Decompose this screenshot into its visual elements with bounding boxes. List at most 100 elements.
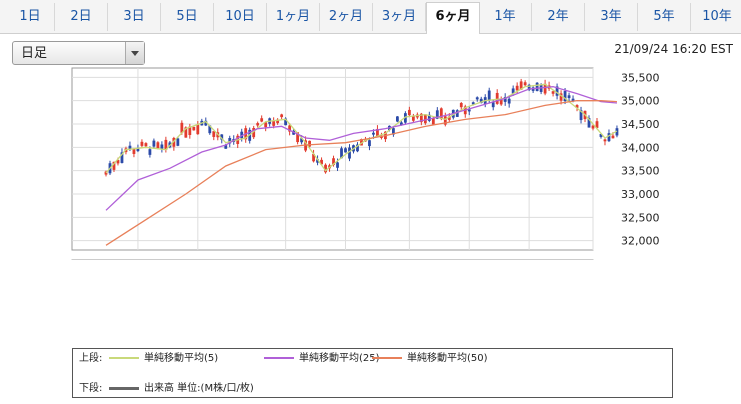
candle-body-23 [196,124,200,135]
interval-select-value: 日足 [21,46,48,61]
candle-body-46 [288,125,292,132]
candle-body-31 [228,138,232,144]
candle-body-29 [220,134,224,140]
price-tick-label-0: 35,500 [621,71,660,84]
candle-body-45 [284,118,288,126]
candle-body-44 [280,114,284,118]
candle-body-110 [543,83,547,94]
candle-body-126 [607,133,611,142]
candle-body-88 [455,110,459,117]
candle-body-8 [136,148,140,152]
tab-10[interactable]: 2年 [532,3,585,31]
tab-6[interactable]: 2ヶ月 [320,3,373,31]
candle-body-80 [423,114,427,124]
legend-lower-label: 下段: [79,383,103,394]
candle-body-113 [555,86,559,96]
candle-body-12 [152,140,156,147]
candle-body-91 [467,109,471,112]
tab-1[interactable]: 2日 [55,3,108,31]
candle-body-114 [559,93,563,101]
candle-body-20 [184,127,188,138]
price-tick-label-6: 32,500 [621,211,660,224]
candle-body-21 [188,126,192,136]
candle-body-99 [499,99,503,105]
candle-body-77 [411,116,415,121]
candle-body-51 [308,140,311,147]
price-tick-label-7: 32,000 [621,235,660,248]
candle-body-125 [603,139,607,142]
candle-body-18 [176,138,180,146]
legend-item-sma5: 単純移動平均(5) [109,352,218,366]
tab-12[interactable]: 5年 [638,3,691,31]
tab-11[interactable]: 3年 [585,3,638,31]
candle-body-48 [296,132,300,143]
candle-body-17 [172,137,176,147]
ma-line-0 [105,83,618,174]
candle-body-73 [396,116,399,122]
candle-body-124 [599,133,603,137]
candle-body-4 [120,152,124,163]
legend-upper-row: 上段: 単純移動平均(5) 単純移動平均(25) 単純移動平均(50) [79,352,669,366]
candle-body-127 [611,135,615,139]
candle-body-116 [567,95,571,99]
candle-body-9 [140,141,144,146]
candle-body-43 [276,119,280,124]
candle-body-122 [591,125,595,129]
tab-8[interactable]: 6ヶ月 [426,2,480,34]
chart-legend: 上段: 単純移動平均(5) 単純移動平均(25) 単純移動平均(50) 下段: … [72,348,673,398]
tab-2[interactable]: 3日 [108,3,161,31]
tab-4[interactable]: 10日 [214,3,267,31]
candle-body-2 [112,161,116,170]
candle-body-128 [615,128,619,136]
candle-body-61 [348,147,351,159]
candle-body-115 [563,91,567,102]
legend-text-volume: 出来高 単位:(M株/口/枚) [144,383,254,394]
legend-line-volume [109,386,139,390]
price-tick-label-4: 33,500 [621,165,660,178]
candle-body-104 [519,81,523,90]
candle-body-89 [459,102,463,108]
candle-body-55 [324,164,327,173]
tab-3[interactable]: 5日 [161,3,214,31]
candle-body-93 [475,97,479,100]
candle-body-100 [503,97,507,102]
legend-lower-row: 下段: 出来高 単位:(M株/口/枚) [79,382,669,396]
candle-body-58 [336,162,339,168]
candle-body-13 [156,142,160,149]
candle-body-49 [300,138,303,143]
candle-body-6 [128,145,132,150]
candle-body-117 [571,98,575,102]
candle-body-63 [356,144,359,152]
tab-13[interactable]: 10年 [691,3,741,31]
candle-body-121 [587,118,591,128]
tab-0[interactable]: 1日 [6,3,55,31]
candle-body-79 [419,113,423,123]
chevron-down-icon[interactable] [125,42,144,64]
tab-5[interactable]: 1ヶ月 [267,3,320,31]
candle-body-10 [144,143,148,147]
candle-body-85 [443,116,447,125]
candle-body-11 [148,149,152,155]
candle-body-105 [523,82,527,86]
candle-body-83 [435,110,439,119]
legend-item-sma25: 単純移動平均(25) [264,352,380,366]
tab-7[interactable]: 3ヶ月 [373,3,426,31]
legend-line-sma5 [109,357,139,359]
price-chart: 35,500 35,000 34,500 34,000 33,500 33,000 32,5… [71,67,660,260]
candle-body-19 [180,122,184,133]
legend-text-sma25: 単純移動平均(25) [299,353,380,364]
price-tick-label-3: 34,000 [621,141,660,154]
candle-body-75 [403,113,407,123]
candle-body-74 [399,122,403,126]
candle-body-101 [507,98,511,104]
candle-body-67 [372,132,375,135]
legend-line-sma25 [264,357,294,359]
interval-select[interactable]: 日足 [12,41,145,65]
candle-body-102 [511,88,515,94]
tab-9[interactable]: 1年 [479,3,532,31]
legend-upper-label: 上段: [79,353,103,364]
candle-body-119 [579,110,583,121]
candle-body-7 [132,149,136,154]
candle-body-3 [116,160,120,164]
candle-body-123 [595,121,599,128]
